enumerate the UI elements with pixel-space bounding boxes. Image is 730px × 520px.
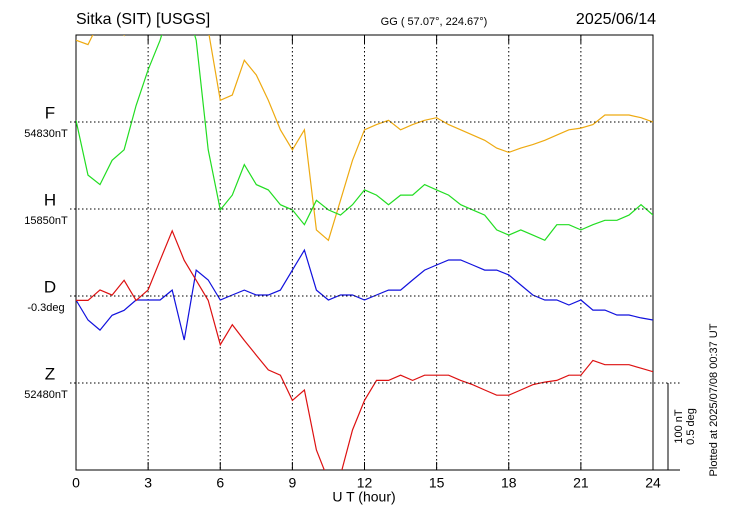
trace <box>76 35 653 242</box>
traces <box>76 35 653 470</box>
x-tick-label: 9 <box>288 475 296 491</box>
chart-subtitle: GG ( 57.07°, 224.67°) <box>381 16 488 28</box>
x-tick-label: 0 <box>72 475 80 491</box>
trace <box>76 229 653 470</box>
trace <box>76 35 653 242</box>
legend-letter: F <box>45 103 55 122</box>
baseline-label: 52480nT <box>24 389 68 401</box>
legend-letter: D <box>44 277 56 296</box>
x-tick-label: 3 <box>144 475 152 491</box>
x-axis-label: U T (hour) <box>332 489 395 505</box>
baseline-label: -0.3deg <box>27 302 64 314</box>
trace <box>76 248 653 341</box>
scale-label: 0.5 deg <box>685 408 697 445</box>
x-tick-label: 24 <box>645 475 661 491</box>
baseline-label: 54830nT <box>24 128 68 140</box>
scale-label: 100 nT <box>673 409 685 444</box>
x-tick-label: 15 <box>429 475 445 491</box>
chart-title: Sitka (SIT) [USGS] <box>76 11 210 28</box>
x-tick-label: 12 <box>357 475 373 491</box>
baseline-label: 15850nT <box>24 215 68 227</box>
x-tick-label: 6 <box>216 475 224 491</box>
legend-letter: Z <box>45 364 55 383</box>
legend-letter: H <box>44 190 56 209</box>
x-tick-label: 18 <box>501 475 517 491</box>
x-tick-label: 21 <box>573 475 589 491</box>
chart-date: 2025/06/14 <box>576 11 656 28</box>
plotted-note: Plotted at 2025/07/08 00:37 UT <box>708 323 720 476</box>
